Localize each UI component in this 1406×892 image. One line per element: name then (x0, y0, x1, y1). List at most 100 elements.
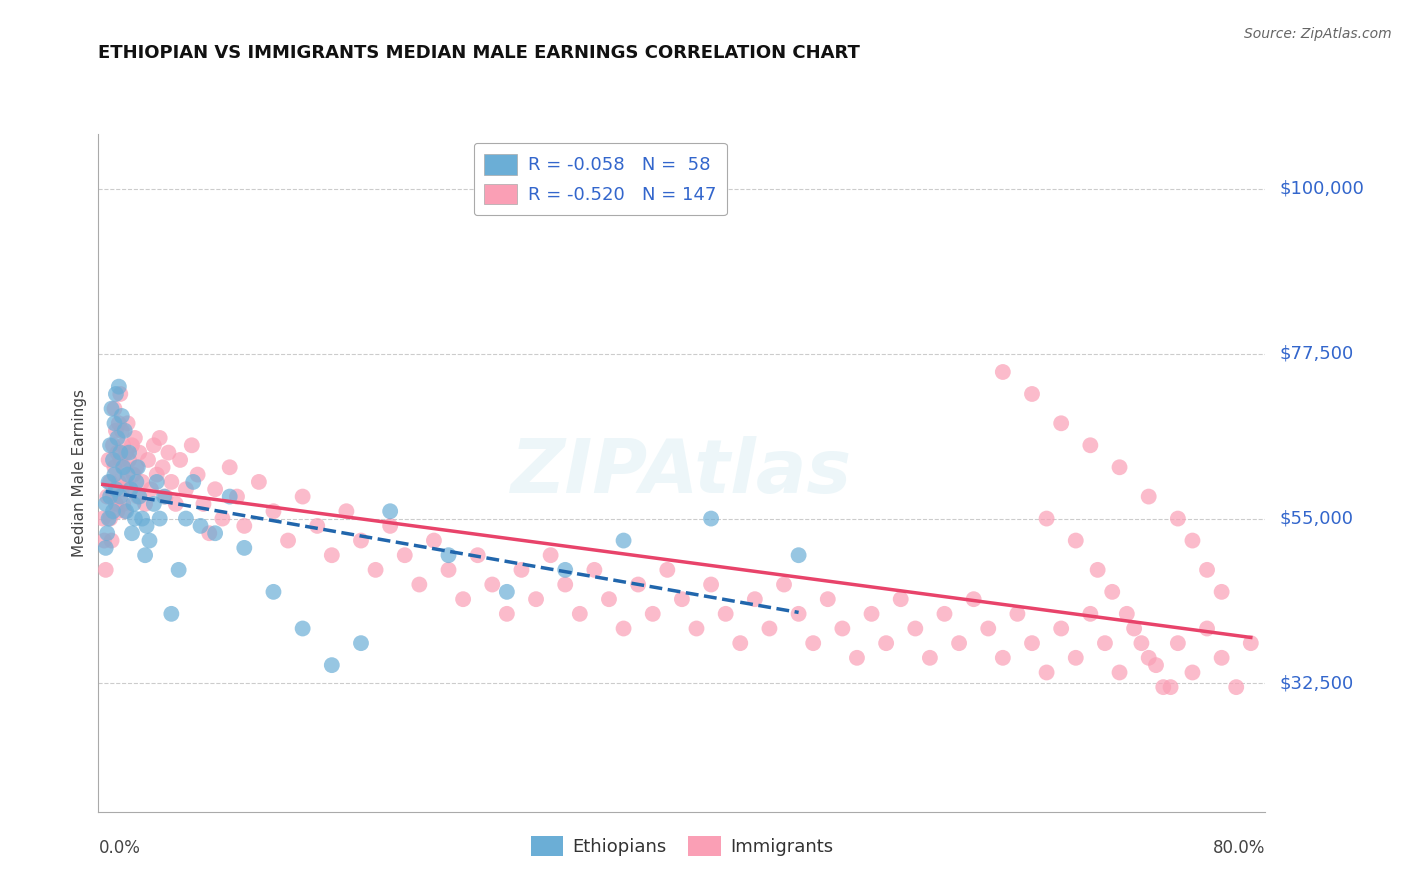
Point (657, 563, 679, 577)
Point (110, 453, 132, 467)
Point (423, 533, 446, 548)
Point (105, 445, 128, 459)
Point (524, 592, 547, 607)
Point (104, 482, 127, 496)
Point (104, 424, 127, 438)
Point (612, 622, 634, 636)
Point (714, 607, 737, 621)
Point (105, 431, 128, 445)
Point (110, 387, 132, 401)
Point (138, 533, 160, 548)
Point (204, 482, 226, 496)
Point (540, 548, 562, 562)
Point (1021, 387, 1043, 401)
Point (1181, 665, 1204, 680)
Point (100, 401, 122, 416)
Point (218, 460, 240, 475)
Point (860, 607, 883, 621)
Point (291, 622, 314, 636)
Point (1035, 665, 1057, 680)
Point (104, 497, 127, 511)
Point (918, 650, 941, 665)
Text: $32,500: $32,500 (1279, 674, 1354, 692)
Point (226, 490, 249, 504)
Point (904, 622, 927, 636)
Point (495, 585, 517, 599)
Point (120, 482, 142, 496)
Point (153, 490, 176, 504)
Point (1108, 665, 1130, 680)
Point (554, 563, 576, 577)
Point (1211, 585, 1233, 599)
Point (787, 548, 810, 562)
Point (408, 577, 430, 591)
Point (1225, 680, 1247, 694)
Point (118, 453, 141, 467)
Point (160, 475, 183, 489)
Text: 80.0%: 80.0% (1213, 838, 1265, 857)
Point (181, 475, 204, 489)
Point (350, 533, 373, 548)
Point (120, 482, 142, 496)
Point (155, 490, 177, 504)
Point (1211, 650, 1233, 665)
Point (291, 490, 314, 504)
Point (110, 445, 132, 459)
Text: $100,000: $100,000 (1279, 180, 1364, 198)
Point (598, 592, 620, 607)
Point (128, 445, 150, 459)
Point (1035, 511, 1057, 525)
Point (1050, 417, 1073, 431)
Point (262, 504, 284, 518)
Point (146, 475, 169, 489)
Point (108, 417, 131, 431)
Point (1137, 490, 1160, 504)
Point (149, 511, 172, 525)
Point (94, 563, 117, 577)
Point (115, 475, 138, 489)
Point (554, 577, 576, 591)
Point (1160, 680, 1182, 694)
Point (1240, 636, 1263, 650)
Point (105, 504, 128, 518)
Point (91, 511, 114, 525)
Point (114, 504, 136, 518)
Point (103, 467, 125, 482)
Point (121, 438, 143, 452)
Point (1181, 533, 1204, 548)
Point (128, 490, 150, 504)
Point (96, 490, 118, 504)
Point (744, 592, 766, 607)
Point (165, 497, 187, 511)
Point (127, 490, 149, 504)
Point (1137, 650, 1160, 665)
Point (121, 526, 143, 541)
Text: $55,000: $55,000 (1279, 509, 1354, 527)
Point (117, 467, 139, 482)
Point (108, 475, 131, 489)
Point (94, 497, 117, 511)
Point (1064, 533, 1087, 548)
Point (991, 365, 1014, 379)
Point (612, 533, 634, 548)
Point (321, 548, 343, 562)
Point (115, 445, 138, 459)
Point (1108, 460, 1130, 475)
Legend: Ethiopians, Immigrants: Ethiopians, Immigrants (523, 829, 841, 863)
Point (1094, 636, 1116, 650)
Point (1152, 680, 1174, 694)
Text: ETHIOPIAN VS IMMIGRANTS MEDIAN MALE EARNINGS CORRELATION CHART: ETHIOPIAN VS IMMIGRANTS MEDIAN MALE EARN… (98, 45, 860, 62)
Point (583, 563, 606, 577)
Point (977, 622, 1000, 636)
Point (169, 453, 191, 467)
Point (115, 504, 138, 518)
Point (112, 497, 135, 511)
Point (125, 475, 148, 489)
Point (700, 511, 723, 525)
Point (100, 533, 122, 548)
Point (495, 607, 517, 621)
Point (845, 650, 868, 665)
Point (1167, 511, 1189, 525)
Point (142, 497, 165, 511)
Point (1007, 607, 1029, 621)
